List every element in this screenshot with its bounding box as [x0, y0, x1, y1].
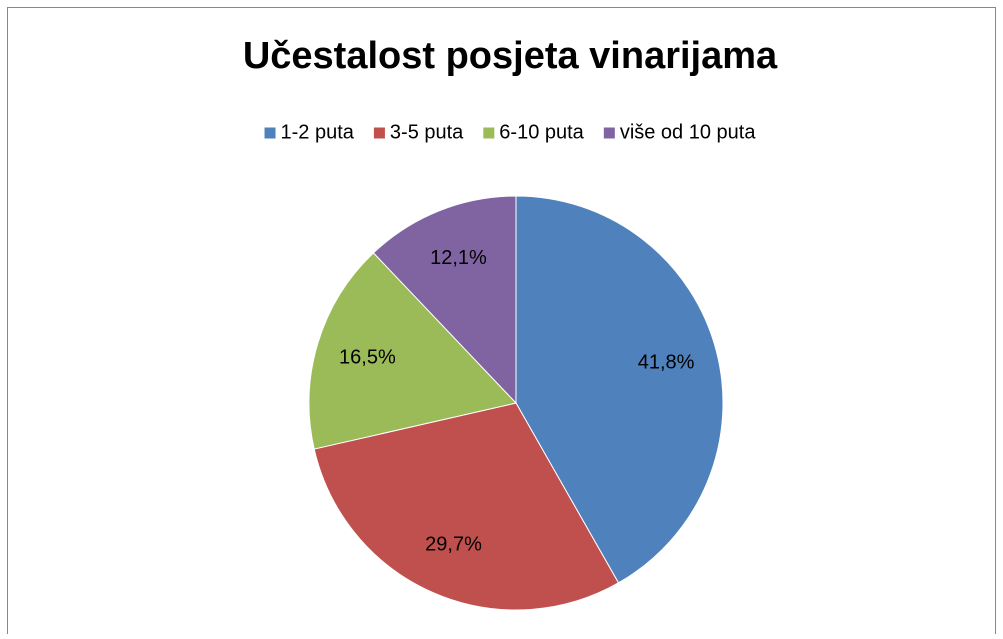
pie-slice — [515, 195, 724, 584]
pie-slice — [308, 252, 517, 450]
legend-swatch — [373, 127, 385, 139]
pie-slice — [372, 195, 517, 405]
data-label: 16,5% — [339, 346, 396, 368]
legend-swatch — [483, 127, 495, 139]
pie-slice — [313, 402, 620, 611]
legend-swatch — [603, 127, 615, 139]
legend-label: 3-5 puta — [390, 121, 464, 143]
data-label: 29,7% — [425, 533, 482, 555]
legend-label: 1-2 puta — [281, 121, 355, 143]
legend-label: 6-10 puta — [499, 121, 584, 143]
legend: 1-2 puta 3-5 puta 6-10 puta više od 10 puta — [264, 121, 757, 143]
legend-swatch — [264, 127, 276, 139]
legend-label: više od 10 puta — [620, 121, 757, 143]
data-label: 12,1% — [430, 247, 487, 269]
data-label: 41,8% — [638, 352, 695, 374]
chart-title: Učestalost posjeta vinarijama — [243, 35, 778, 77]
